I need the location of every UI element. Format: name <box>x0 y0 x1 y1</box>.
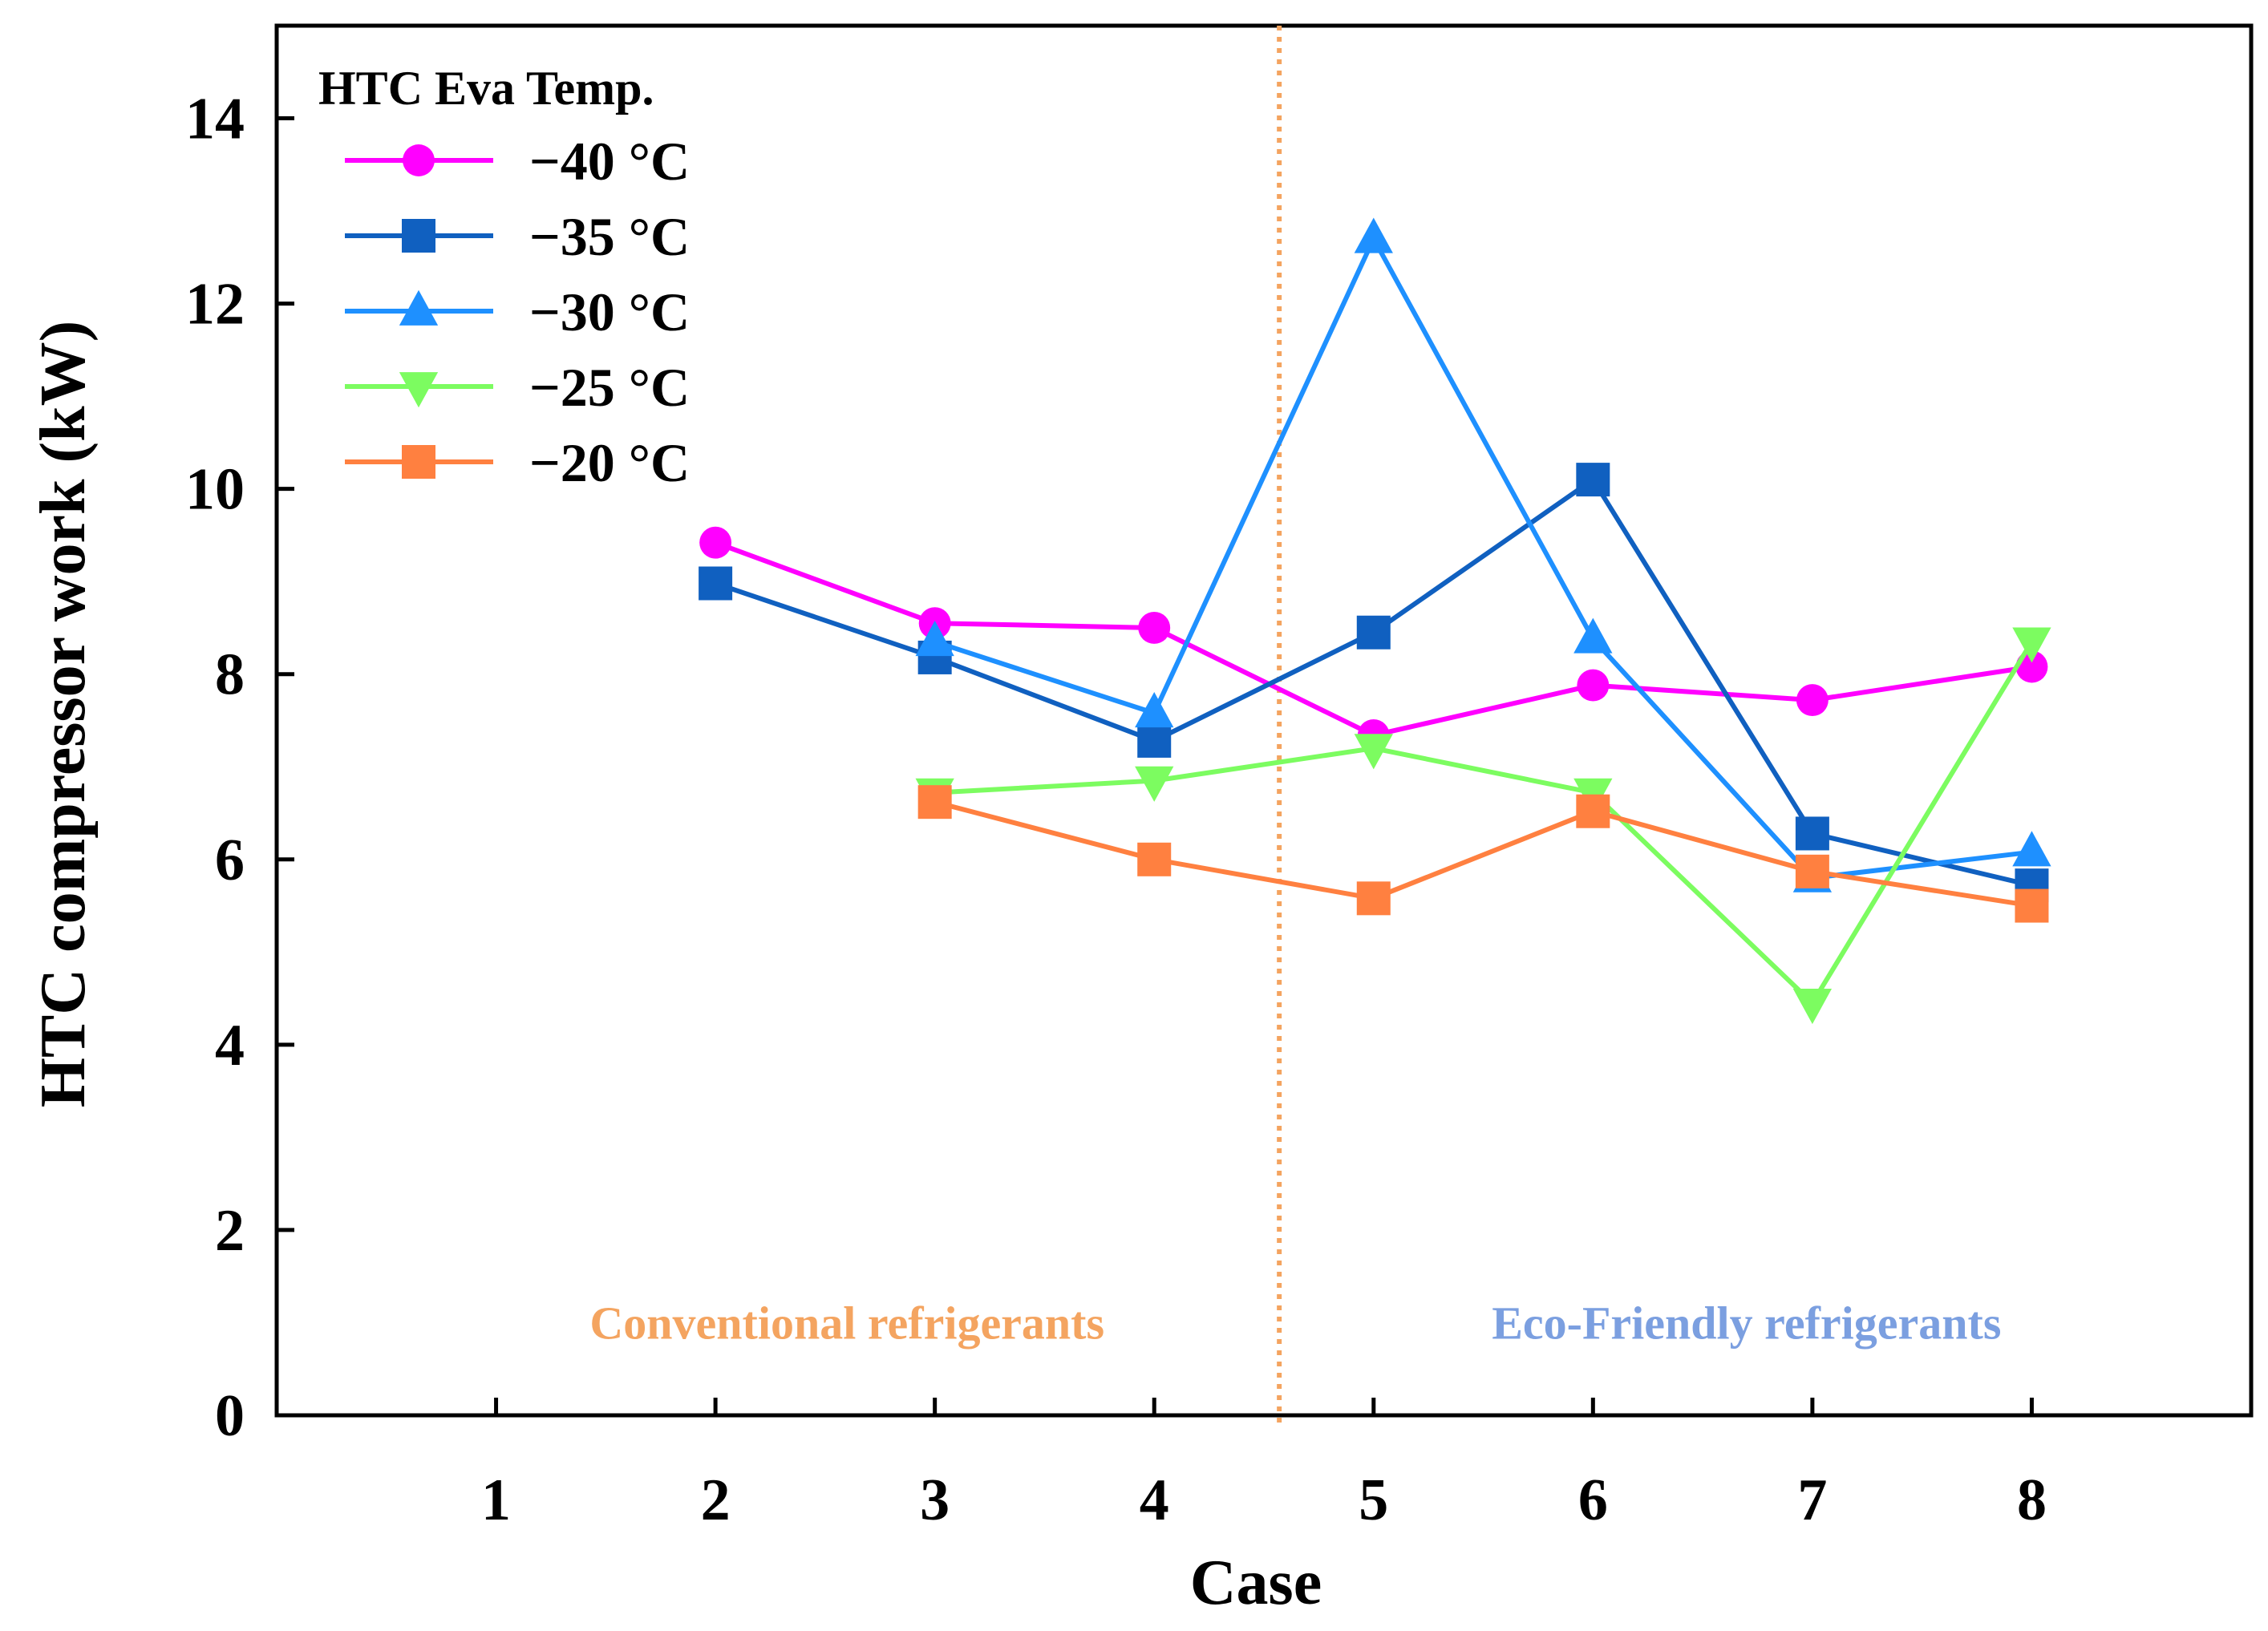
data-point <box>1138 612 1171 644</box>
data-point <box>1576 463 1610 497</box>
series-1 <box>699 463 2049 903</box>
data-point <box>2012 831 2051 867</box>
legend-marker <box>403 144 435 176</box>
region-label: Conventional refrigerants <box>589 1297 1104 1349</box>
x-tick-label: 6 <box>1578 1467 1608 1533</box>
data-point <box>1792 989 1833 1025</box>
x-tick-label: 2 <box>701 1467 731 1533</box>
y-tick-label: 2 <box>215 1198 245 1264</box>
data-point <box>1137 723 1172 758</box>
series-line <box>934 236 2032 880</box>
legend-marker <box>402 219 435 253</box>
data-point <box>699 526 732 559</box>
x-tick-label: 7 <box>1797 1467 1827 1533</box>
series-line <box>934 640 2035 1006</box>
data-point <box>1795 854 1829 888</box>
data-point <box>1135 766 1174 802</box>
data-point <box>915 621 954 657</box>
x-tick-label: 5 <box>1359 1467 1388 1533</box>
legend-entry: −35 °C <box>345 206 690 267</box>
legend-entry: −20 °C <box>345 432 690 493</box>
legend-entry: −30 °C <box>345 281 690 342</box>
legend-label: −25 °C <box>529 357 690 418</box>
x-tick-label: 4 <box>1140 1467 1169 1533</box>
legend: HTC Eva Temp. −40 °C −35 °C −30 °C −25 °C −2… <box>318 62 690 493</box>
series-line <box>715 477 2033 888</box>
x-axis-title: Case <box>1190 1548 1322 1618</box>
x-tick-label: 3 <box>920 1467 950 1533</box>
data-point <box>699 566 733 601</box>
data-point <box>1795 816 1829 851</box>
y-tick-label: 4 <box>215 1013 245 1079</box>
legend-label: −35 °C <box>529 206 690 267</box>
y-tick-label: 0 <box>215 1383 245 1449</box>
series-4 <box>917 785 2049 923</box>
legend-label: −30 °C <box>529 281 690 342</box>
data-point <box>1356 881 1391 916</box>
series-line <box>934 799 2032 909</box>
plot-frame <box>274 23 2254 1418</box>
legend-label: −40 °C <box>529 131 690 192</box>
legend-marker <box>399 372 439 408</box>
y-tick-label: 10 <box>185 457 245 523</box>
data-point <box>1573 617 1613 654</box>
data-point <box>917 785 952 820</box>
data-point <box>1577 669 1610 702</box>
data-point <box>1576 794 1610 828</box>
series-layer <box>699 217 2051 1025</box>
y-tick-label: 8 <box>215 642 245 708</box>
data-point <box>1354 217 1393 253</box>
y-tick-label: 14 <box>185 87 245 152</box>
y-tick-label: 6 <box>215 828 245 893</box>
x-tick-label: 1 <box>481 1467 511 1533</box>
legend-entry: −25 °C <box>345 357 690 418</box>
annotation-layer: Conventional refrigerants Eco-Friendly re… <box>589 1297 2001 1349</box>
data-point <box>1354 734 1393 770</box>
legend-title: HTC Eva Temp. <box>318 62 654 115</box>
series-3 <box>915 627 2051 1025</box>
data-point <box>1796 684 1829 717</box>
legend-label: −20 °C <box>529 432 690 493</box>
data-point <box>1356 615 1391 650</box>
data-point <box>1135 692 1174 728</box>
data-point <box>1137 842 1172 876</box>
y-axis-title: HTC compressor work (kW) <box>28 321 99 1107</box>
x-tick-label: 8 <box>2017 1467 2047 1533</box>
data-point <box>2015 888 2049 923</box>
legend-marker <box>399 289 439 326</box>
y-tick-label: 12 <box>185 272 245 338</box>
legend-entry: −40 °C <box>345 131 690 192</box>
data-point <box>2012 627 2051 663</box>
region-label: Eco-Friendly refrigerants <box>1492 1297 2001 1349</box>
legend-marker <box>402 445 435 479</box>
